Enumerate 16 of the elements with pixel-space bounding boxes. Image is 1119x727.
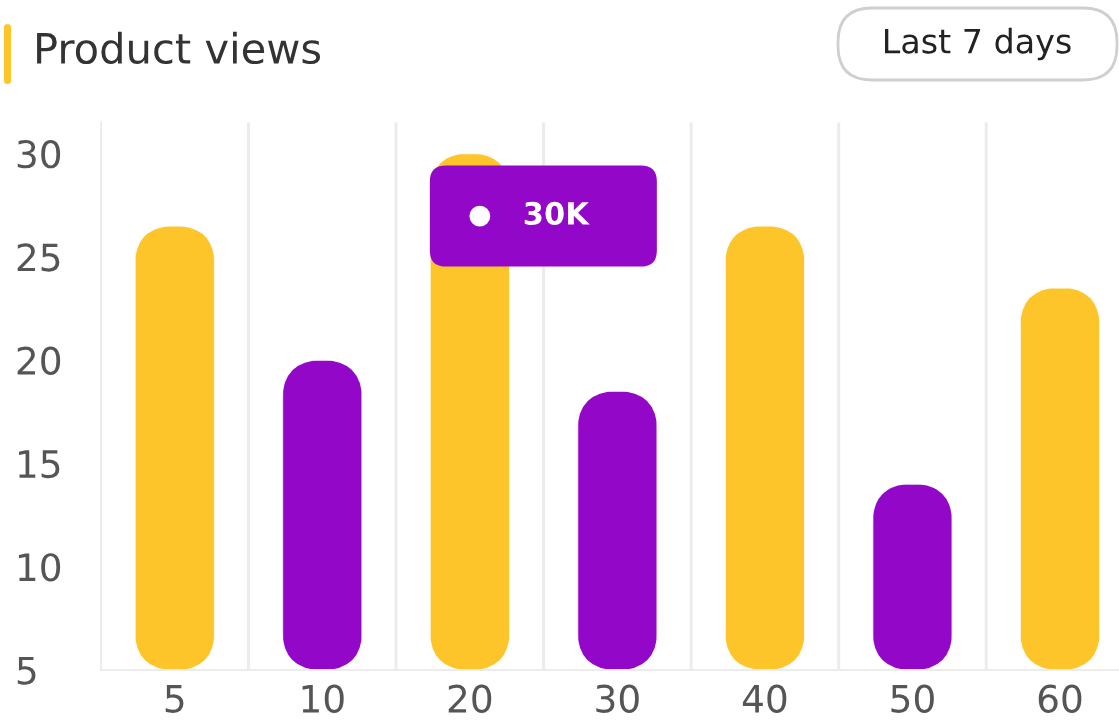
x-tick-label: 40 [742,684,787,713]
x-tick-label: 5 [165,685,184,713]
y-tick-label: 15 [19,450,60,479]
x-tick-label: 30 [596,684,639,713]
y-tick-label: 10 [19,553,61,582]
y-tick-label: 30 [17,140,61,169]
x-tick-label: 60 [1038,684,1082,713]
y-tick-label: 25 [17,243,60,272]
chart-title: Product views [37,31,321,65]
y-tick-label: 5 [17,656,36,685]
x-tick-label: 20 [448,684,492,713]
y-tick-label: 20 [17,346,61,375]
annotation: 30K [524,201,590,225]
text: Last 7 days [885,27,1071,61]
x-tick-label: 10 [302,684,344,713]
x-tick-label: 50 [891,684,934,713]
